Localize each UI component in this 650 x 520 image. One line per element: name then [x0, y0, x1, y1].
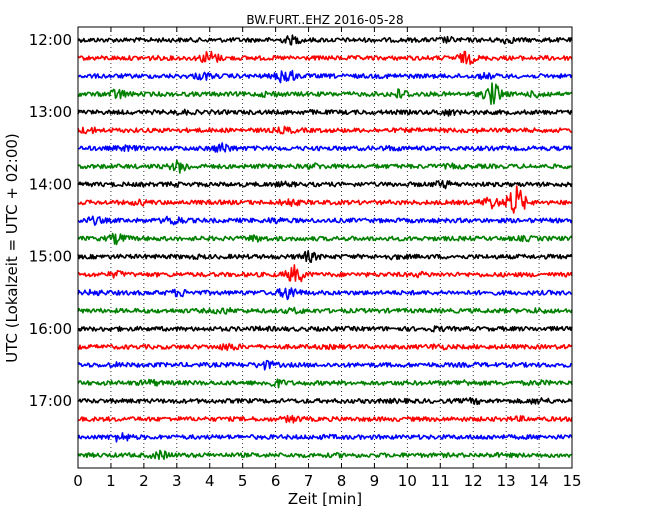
trace-1545	[77, 306, 573, 315]
x-axis-label: Zeit [min]	[288, 490, 362, 508]
y-tick-label: 16:00	[29, 320, 72, 338]
y-tick-label: 14:00	[29, 175, 72, 193]
trace-1230	[77, 69, 573, 84]
x-axis: 0 1 2 3 4 5 6 7 8 9 10 11 12 13 14 15	[73, 27, 582, 490]
y-tick-label: 13:00	[29, 103, 72, 121]
trace-group	[77, 34, 573, 460]
x-tick-label: 11	[431, 472, 450, 490]
x-tick-label: 13	[497, 472, 516, 490]
x-tick-label: 3	[172, 472, 182, 490]
trace-1600	[77, 325, 573, 333]
trace-1445	[77, 232, 573, 246]
trace-1530	[77, 287, 573, 301]
trace-1245	[77, 82, 573, 105]
trace-1630	[77, 359, 573, 371]
x-tick-label: 5	[238, 472, 248, 490]
y-axis-label: UTC (Lokalzeit = UTC + 02:00)	[3, 133, 21, 363]
trace-1500	[77, 250, 573, 263]
trace-1615	[77, 342, 573, 351]
x-tick-label: 10	[398, 472, 417, 490]
x-tick-label: 2	[139, 472, 149, 490]
x-tick-label: 15	[562, 472, 581, 490]
y-tick-label: 17:00	[29, 392, 72, 410]
x-tick-label: 7	[304, 472, 314, 490]
trace-1515	[77, 264, 573, 283]
x-tick-label: 14	[530, 472, 549, 490]
trace-1700	[77, 396, 573, 406]
trace-1430	[77, 215, 573, 226]
trace-1200	[77, 34, 573, 46]
x-tick-label: 9	[370, 472, 380, 490]
trace-1415	[77, 185, 573, 214]
trace-1215	[77, 50, 573, 65]
trace-1300	[77, 108, 573, 117]
x-tick-label: 8	[337, 472, 347, 490]
trace-1330	[77, 142, 573, 153]
trace-1730	[77, 432, 573, 443]
plot-frame	[77, 26, 573, 469]
x-tick-label: 12	[464, 472, 483, 490]
trace-1315	[77, 125, 572, 135]
trace-1345	[77, 159, 573, 174]
chart-title: BW.FURT..EHZ 2016-05-28	[246, 13, 403, 27]
trace-1745	[77, 449, 573, 460]
grid-lines	[110, 27, 540, 468]
trace-1645	[77, 378, 573, 389]
trace-1400	[77, 179, 573, 190]
y-axis: 12:00 13:00 14:00 15:00 16:00 17:00	[29, 31, 572, 410]
y-tick-label: 12:00	[29, 31, 72, 49]
x-tick-label: 1	[106, 472, 116, 490]
x-tick-label: 4	[205, 472, 215, 490]
x-tick-label: 0	[73, 472, 83, 490]
trace-1715	[78, 414, 573, 424]
y-tick-label: 15:00	[29, 248, 72, 266]
x-tick-label: 6	[271, 472, 281, 490]
